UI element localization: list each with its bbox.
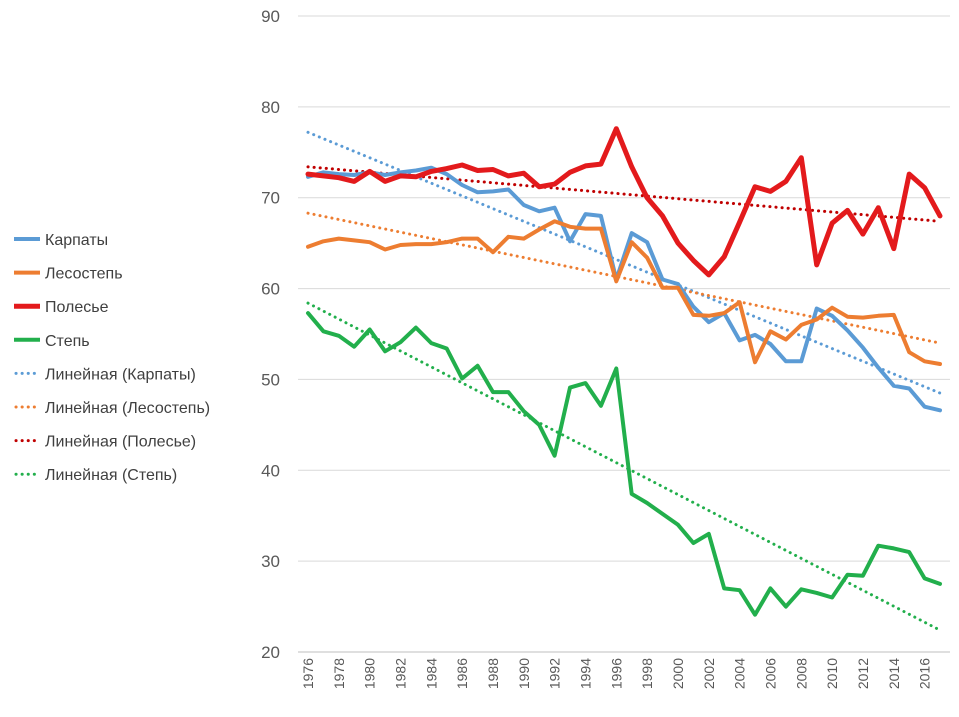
y-tick-label: 70 (261, 189, 280, 208)
x-tick-label: 2002 (701, 658, 717, 689)
x-tick-label: 1986 (454, 658, 470, 689)
series-line-Лесостепь (306, 219, 942, 366)
legend-label: Линейная (Степь) (45, 467, 177, 484)
x-axis-tick-labels: 1976 1978 1980 1982 1984 1986 1988 1990 1992 1994… (300, 658, 933, 689)
y-axis-tick-labels: 20 30 40 50 60 70 80 90 (261, 7, 280, 662)
series-lines (305, 126, 943, 632)
legend-label: Полесье (45, 299, 109, 316)
x-tick-label: 1976 (300, 658, 316, 689)
trendline-Линейная (Степь) (306, 301, 942, 632)
x-tick-label: 1992 (547, 658, 563, 689)
x-tick-label: 1988 (485, 658, 501, 689)
x-tick-label: 2012 (855, 658, 871, 689)
x-tick-label: 2010 (824, 658, 840, 689)
legend-label: Линейная (Карпаты) (45, 366, 196, 383)
legend-label: Степь (45, 333, 90, 350)
x-tick-label: 1978 (331, 658, 347, 689)
x-tick-label: 1982 (392, 658, 408, 689)
x-tick-label: 1980 (362, 658, 378, 689)
y-tick-label: 60 (261, 280, 280, 299)
legend-label: Линейная (Полесье) (45, 434, 196, 451)
x-tick-label: 1994 (577, 658, 593, 689)
series-line-Степь (306, 311, 942, 617)
y-tick-label: 90 (261, 7, 280, 26)
y-tick-label: 80 (261, 98, 280, 117)
x-tick-label: 2014 (886, 658, 902, 689)
x-tick-label: 1990 (516, 658, 532, 689)
x-tick-label: 2008 (793, 658, 809, 689)
x-tick-label: 2016 (917, 658, 933, 689)
x-tick-label: 1984 (423, 658, 439, 689)
legend-label: Линейная (Лесостепь) (45, 400, 210, 417)
trendline-Линейная (Лесостепь) (306, 211, 942, 345)
y-tick-label: 20 (261, 643, 280, 662)
x-tick-label: 1996 (608, 658, 624, 689)
legend-label: Карпаты (45, 232, 108, 249)
legend-label: Лесостепь (45, 266, 123, 283)
x-tick-label: 1998 (639, 658, 655, 689)
x-tick-label: 2004 (732, 658, 748, 689)
y-tick-label: 50 (261, 370, 280, 389)
trendline-Линейная (Полесье) (306, 165, 942, 223)
grid-lines (298, 15, 950, 653)
legend: Карпаты Лесостепь Полесье Степь Линейная (Ка… (14, 232, 210, 484)
y-tick-label: 30 (261, 552, 280, 571)
x-tick-label: 2000 (670, 658, 686, 689)
x-tick-label: 2006 (762, 658, 778, 689)
series-line-Полесье (305, 126, 943, 278)
y-tick-label: 40 (261, 461, 280, 480)
